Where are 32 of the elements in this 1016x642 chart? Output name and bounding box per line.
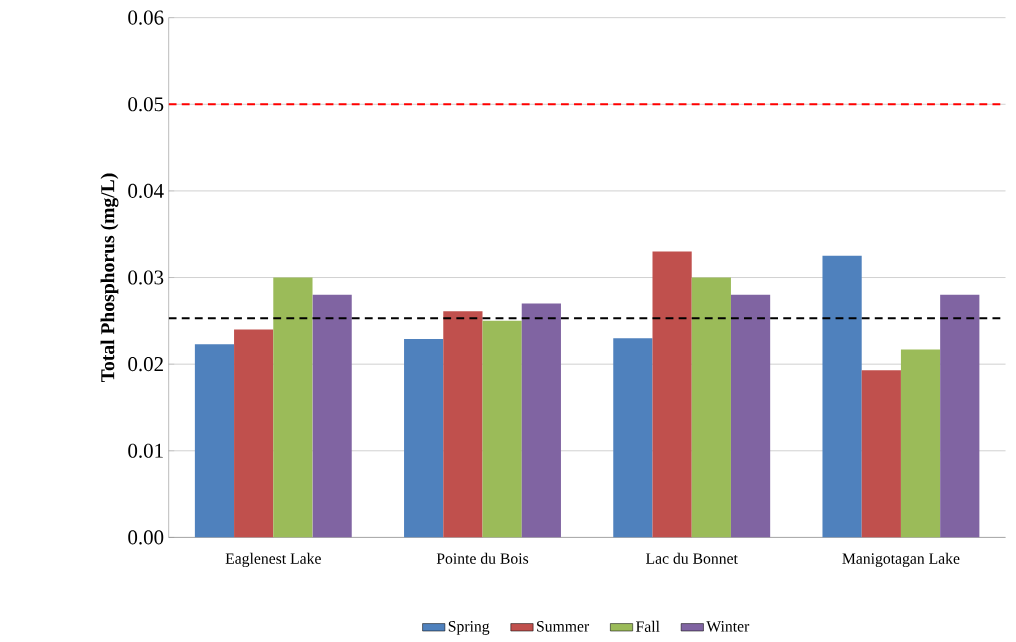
bar (691, 277, 731, 538)
bar (900, 349, 941, 538)
y-tick-label: 0.05 (128, 97, 164, 112)
bar (404, 338, 444, 538)
x-tick-label: Lac du Bonnet (645, 552, 738, 564)
bar (482, 320, 522, 538)
bar (940, 294, 980, 538)
legend-label: Fall (636, 620, 660, 632)
legend-label: Spring (448, 620, 490, 635)
y-tick-label: 0.06 (128, 10, 164, 25)
y-tick-label: 0.00 (128, 530, 164, 545)
bar (730, 294, 771, 538)
y-axis-title: Total Phosphorus (mg/L) (100, 173, 119, 382)
bar (234, 329, 274, 538)
legend-label: Summer (537, 620, 590, 632)
bar (443, 311, 483, 538)
bar (861, 370, 901, 538)
x-tick-label: Manigotagan Lake (842, 552, 960, 567)
bar (613, 338, 653, 538)
y-tick-label: 0.03 (128, 270, 164, 285)
bar (822, 255, 862, 538)
bar (521, 303, 561, 538)
legend-label: Winter (706, 620, 750, 632)
y-tick-label: 0.01 (128, 443, 163, 458)
x-tick-label: Eaglenest Lake (225, 552, 321, 567)
bar (312, 294, 352, 538)
x-tick-label: Pointe du Bois (436, 552, 529, 564)
y-tick-label: 0.04 (128, 183, 164, 198)
bar (273, 277, 313, 538)
bar (194, 344, 235, 538)
y-tick-label: 0.02 (128, 356, 163, 372)
bar (652, 251, 692, 538)
